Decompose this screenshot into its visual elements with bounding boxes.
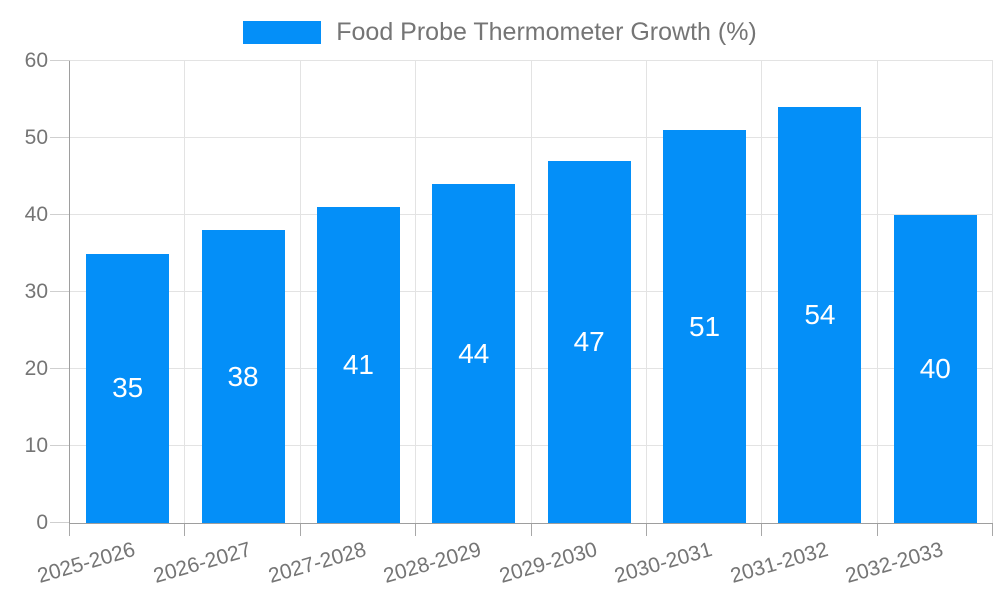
bar-2031-2032[interactable]: 54 [778, 107, 862, 523]
x-axis-tick [69, 523, 70, 536]
y-axis-tick-label: 40 [24, 203, 48, 226]
y-axis-tick [50, 60, 70, 61]
legend-label: Food Probe Thermometer Growth (%) [336, 18, 757, 46]
y-axis-tick [50, 214, 70, 215]
y-axis-tick-label: 10 [24, 434, 48, 457]
x-gridline [645, 61, 647, 523]
bar-2028-2029[interactable]: 44 [432, 184, 516, 523]
x-axis-tick [184, 523, 186, 536]
x-axis-tick [992, 523, 993, 536]
bar-value-label: 40 [919, 353, 951, 384]
bar-2029-2030[interactable]: 47 [547, 161, 631, 523]
y-axis-tick [50, 368, 70, 369]
x-gridline [299, 61, 301, 523]
bar-value-label: 35 [112, 372, 144, 404]
bar-2026-2027[interactable]: 38 [201, 230, 285, 523]
legend-swatch [243, 20, 322, 44]
y-gridline [70, 60, 993, 61]
legend-item[interactable]: Food Probe Thermometer Growth (%) [0, 18, 1000, 46]
bar-2032-2033[interactable]: 40 [893, 215, 977, 523]
y-gridline [70, 137, 993, 138]
x-axis-tick [530, 523, 532, 536]
y-axis-tick-label: 50 [24, 126, 48, 149]
y-axis-tick-label: 30 [24, 280, 48, 303]
x-gridline [415, 61, 417, 523]
bar-value-label: 41 [342, 349, 375, 381]
y-gridline [70, 445, 993, 446]
x-axis-tick [876, 523, 878, 536]
y-axis-tick-label: 20 [24, 357, 48, 380]
bar-value-label: 51 [688, 310, 721, 342]
x-gridline [992, 61, 993, 523]
x-gridline [876, 61, 878, 523]
x-axis-tick-label: 2026-2027 [150, 538, 254, 588]
x-axis-tick [299, 523, 301, 536]
x-axis-tick [645, 523, 647, 536]
bar-2027-2028[interactable]: 41 [316, 207, 400, 523]
x-axis-tick [415, 523, 417, 536]
x-gridline [761, 61, 763, 523]
x-axis-line [69, 523, 993, 524]
x-gridline [184, 61, 186, 523]
x-gridline [530, 61, 532, 523]
x-axis-tick-label: 2031-2032 [727, 538, 831, 588]
x-axis-tick-label: 2028-2029 [381, 538, 485, 588]
bar-value-label: 44 [458, 337, 490, 369]
x-axis-tick [761, 523, 763, 536]
x-axis-tick-label: 2025-2026 [35, 538, 139, 588]
y-gridline [70, 291, 993, 292]
y-axis-tick [50, 137, 70, 138]
y-axis-tick [50, 445, 70, 446]
bar-value-label: 38 [227, 360, 259, 392]
y-gridline [70, 368, 993, 369]
y-axis-tick [50, 291, 70, 292]
bar-2030-2031[interactable]: 51 [663, 130, 747, 523]
y-gridline [70, 214, 993, 215]
bar-2025-2026[interactable]: 35 [86, 253, 170, 523]
y-axis-tick-label: 60 [24, 49, 48, 72]
x-axis-tick-label: 2027-2028 [265, 538, 369, 588]
bar-value-label: 47 [573, 326, 605, 358]
y-axis-tick-label: 0 [36, 511, 48, 534]
y-axis-tick [50, 522, 70, 523]
bar-value-label: 54 [804, 299, 836, 331]
y-axis-line [69, 61, 70, 523]
x-axis-tick-label: 2032-2033 [842, 538, 946, 588]
x-axis-tick-label: 2030-2031 [612, 538, 715, 588]
x-axis-tick-label: 2029-2030 [496, 538, 600, 588]
